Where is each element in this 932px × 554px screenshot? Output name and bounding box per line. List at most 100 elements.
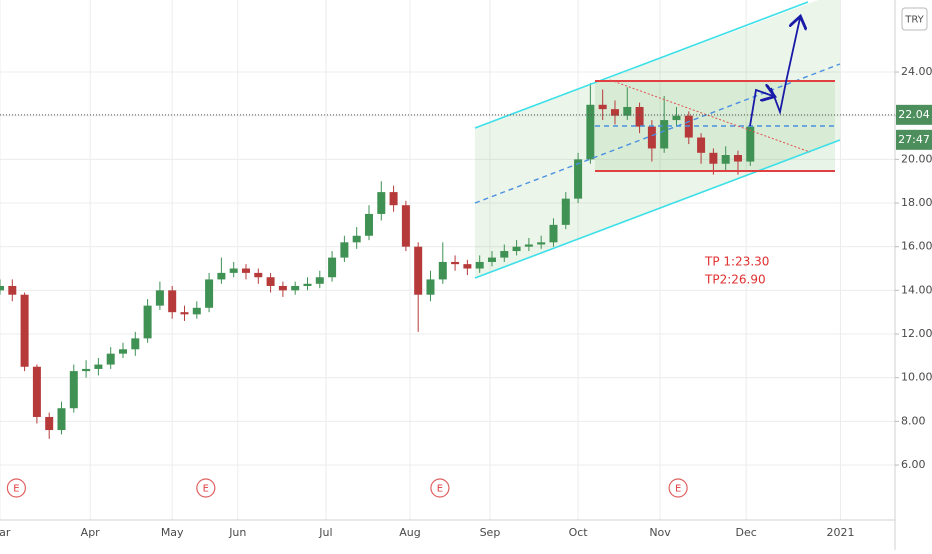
y-tick-label: 6.00 (901, 458, 926, 471)
x-tick-label: 2021 (826, 526, 854, 539)
x-tick-label: Jun (228, 526, 246, 539)
candle-body (500, 251, 509, 258)
grid (0, 0, 895, 520)
candle-body (623, 106, 632, 116)
candle-body (20, 294, 29, 367)
countdown-box (896, 129, 932, 150)
y-tick-label: 24.00 (901, 65, 932, 78)
candle-body (598, 104, 607, 110)
candle-body (192, 307, 201, 315)
earnings-marker (430, 478, 450, 498)
earnings-marker (668, 478, 688, 498)
earnings-label: E (437, 484, 443, 495)
candle-body (721, 154, 730, 164)
candle-body (635, 106, 644, 127)
x-tick-label: Dec (736, 526, 757, 539)
candle-body (697, 137, 706, 153)
currency-button[interactable] (901, 7, 928, 31)
channel-mid (474, 63, 841, 204)
x-tick-label: Apr (81, 526, 101, 539)
candle-body (328, 257, 337, 278)
annotation: TP2:26.90 (704, 273, 766, 287)
candle-body (94, 364, 103, 369)
annotation: TP 1:23.30 (704, 255, 769, 269)
earnings-label: E (203, 484, 209, 495)
x-tick-label: Nov (649, 526, 671, 539)
candle-body (278, 285, 287, 291)
candle-body (241, 268, 250, 273)
candle-body (32, 366, 41, 417)
candle-body (733, 154, 742, 162)
candle-body (463, 264, 472, 269)
candle-body (549, 224, 558, 243)
candle-body (340, 242, 349, 258)
candle-body (709, 152, 718, 164)
candle-body (660, 120, 669, 149)
y-tick-label: 16.00 (901, 240, 932, 253)
candle-body (610, 109, 619, 116)
candle-body (401, 205, 410, 247)
candle-body (414, 246, 423, 295)
candle-body (574, 159, 583, 199)
earnings-marker (196, 478, 216, 498)
candle-body (315, 277, 324, 284)
candle-body (82, 368, 91, 372)
candle-body (586, 104, 595, 160)
trend-line (609, 79, 811, 153)
candle-body (217, 272, 226, 280)
candle-body (561, 198, 570, 225)
y-tick-label: 8.00 (901, 414, 926, 427)
candle-body (106, 353, 115, 365)
x-tick-label: Jul (318, 526, 332, 539)
candle-body (389, 192, 398, 206)
candle-body (524, 244, 533, 247)
candle-body (377, 192, 386, 214)
axes: 6.00 8.00 10.00 12.00 14.00 16.00 18.00 20.00 22… (0, 65, 932, 539)
candle-body (45, 416, 54, 431)
candle-body (426, 279, 435, 295)
x-tick-label: May (161, 526, 184, 539)
y-tick-label: 14.00 (901, 283, 932, 296)
candle-body (131, 338, 140, 350)
y-tick-label: 12.00 (901, 327, 932, 340)
y-tick-label: 10.00 (901, 371, 932, 384)
overlay-lines (0, 1, 895, 279)
candle-body (647, 126, 656, 149)
arrow (749, 90, 773, 127)
candle-body (451, 261, 460, 265)
candle-body (0, 285, 4, 291)
earnings-label: E (13, 484, 19, 495)
candle-body (746, 126, 755, 162)
candle-body (475, 261, 484, 269)
candle-body (438, 261, 447, 280)
candle-body (118, 349, 127, 354)
candle-body (266, 277, 275, 286)
candle-body (229, 268, 238, 273)
candle-body (57, 408, 66, 431)
candle-body (8, 285, 17, 295)
channel-lower (474, 139, 841, 279)
x-tick-label: Sep (480, 526, 501, 539)
candle-body (254, 272, 263, 278)
earnings-label: E (675, 484, 681, 495)
candle-body (364, 213, 373, 236)
x-tick-label: Oct (569, 526, 589, 539)
candle-body (180, 312, 189, 315)
candle-body (352, 235, 361, 243)
candle-body (512, 246, 521, 252)
candle-body (672, 115, 681, 121)
x-tick-label: Mar (0, 526, 11, 539)
candle-body (168, 290, 177, 313)
candle-body (155, 290, 164, 306)
candle-body (205, 279, 214, 308)
candle-body (69, 371, 78, 409)
currency[interactable]: TRY (904, 15, 924, 26)
candle-body (303, 283, 312, 286)
arrow (770, 18, 800, 116)
y-tick-label: 20.00 (901, 152, 932, 165)
last-price-label: 22.04 (898, 108, 930, 121)
candles (0, 82, 755, 439)
last-price-box (896, 104, 932, 125)
y-tick-label: 18.00 (901, 196, 932, 209)
